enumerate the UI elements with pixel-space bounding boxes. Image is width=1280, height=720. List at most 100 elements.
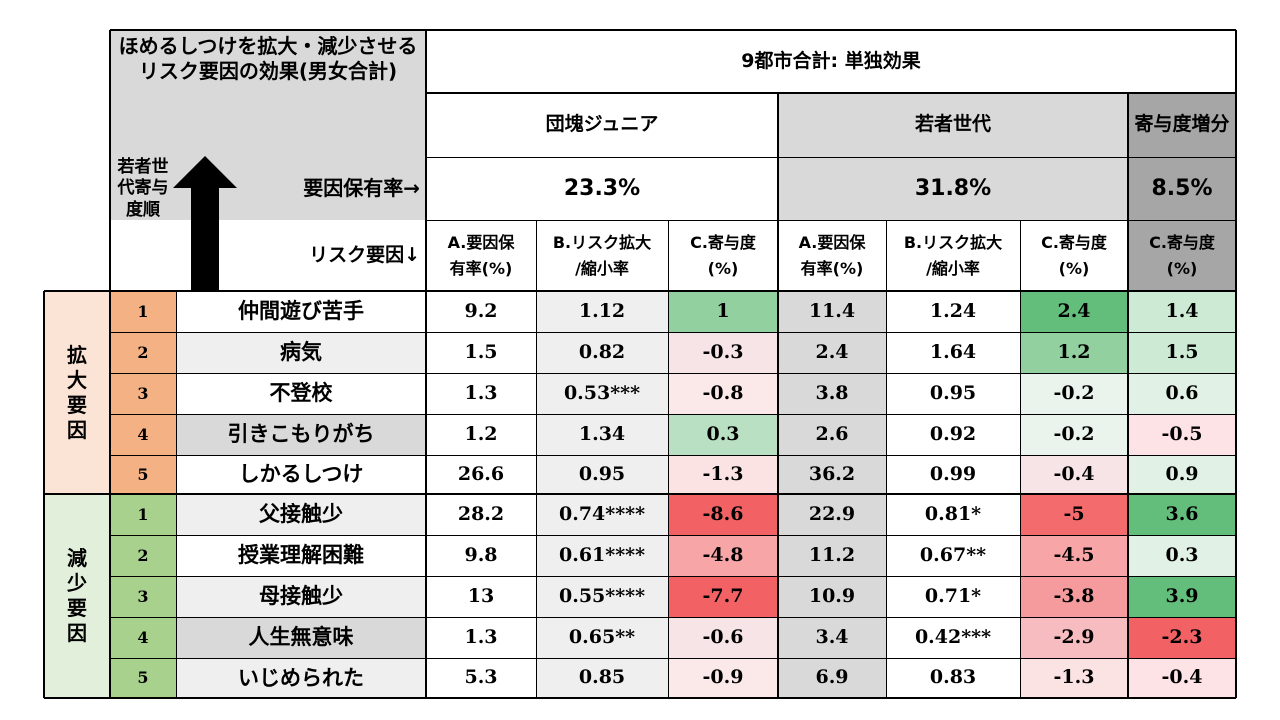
dankai-risk-ratio: 0.65** (536, 617, 668, 658)
grid-line (536, 220, 537, 698)
column-header-line: (%) (1166, 258, 1198, 278)
wakamono-prevalence-value: 6.9 (778, 658, 886, 698)
wakamono-contribution: -0.2 (1020, 373, 1128, 414)
wakamono-prevalence-value: 11.2 (778, 535, 886, 576)
dankai-junior-header: 団塊ジュニア (545, 113, 659, 136)
grid-line (176, 291, 177, 698)
grid-line (886, 220, 887, 698)
column-header-line: 有率(%) (449, 258, 513, 278)
grid-line (110, 576, 1236, 577)
delta-prevalence: 8.5% (1151, 175, 1213, 201)
dankai-contribution: -0.3 (668, 332, 778, 373)
dankai-risk-ratio: 1.12 (536, 291, 668, 332)
up-arrow-icon (173, 156, 237, 291)
dankai-contribution: -4.8 (668, 535, 778, 576)
grid-line (426, 92, 1236, 94)
dankai-prevalence-value: 1.2 (464, 422, 498, 445)
column-header-line: C.寄与度 (1041, 232, 1107, 252)
dankai-prevalence-value: 1.5 (464, 340, 498, 363)
column-header-c: C.寄与度 (%) (1128, 220, 1236, 291)
grid-line (1127, 93, 1129, 698)
dankai-contribution: 0.3 (668, 414, 778, 455)
column-header-line: /縮小率 (575, 258, 629, 278)
column-header-line: /縮小率 (926, 258, 980, 278)
wakamono-prevalence-value: 2.6 (778, 414, 886, 455)
grid-line (44, 493, 1236, 495)
wakamono-risk-ratio: 0.42*** (914, 625, 992, 648)
wakamono-prevalence-value: 11.4 (778, 291, 886, 332)
wakamono-header-bg (778, 93, 1128, 220)
grid-line (426, 220, 1236, 221)
city-total-header: 9都市合計: 単独効果 (741, 49, 921, 72)
dankai-risk-ratio: 0.61**** (536, 535, 668, 576)
delta-header-bg (1128, 93, 1236, 291)
rank-cell: 1 (110, 494, 176, 535)
wakamono-contribution: 2.4 (1020, 291, 1128, 332)
delta-contribution: -0.5 (1128, 414, 1236, 455)
column-header-line: A.要因保 (798, 232, 866, 252)
risk-factor-name: 授業理解困難 (176, 535, 426, 576)
column-header-c: C.寄与度 (%) (1020, 220, 1128, 291)
dankai-contribution: 1 (668, 291, 778, 332)
delta-contribution: -0.4 (1128, 658, 1236, 698)
delta-contribution: 0.6 (1128, 373, 1236, 414)
dankai-contribution: -1.3 (668, 455, 778, 494)
wakamono-prevalence-value: 22.9 (778, 494, 886, 535)
risk-factor-name: 父接触少 (176, 494, 426, 535)
wakamono-contribution: -1.3 (1020, 658, 1128, 698)
dankai-prevalence-value: 9.8 (464, 543, 498, 566)
grid-line (110, 29, 1236, 31)
delta-contribution: 3.6 (1128, 494, 1236, 535)
rank-cell: 4 (110, 414, 176, 455)
wakamono-risk-ratio: 0.83 (929, 666, 977, 689)
rank-cell: 5 (110, 455, 176, 494)
grid-line (668, 220, 669, 698)
dankai-prevalence-value: 9.2 (464, 299, 498, 322)
wakamono-contribution: -0.2 (1020, 414, 1128, 455)
dankai-risk-ratio: 0.85 (536, 658, 668, 698)
risk-factor-name: いじめられた (176, 658, 426, 698)
grid-line (426, 157, 1236, 158)
grid-line (425, 30, 427, 698)
dankai-prevalence-value: 1.3 (464, 381, 498, 404)
wakamono-prevalence-value: 3.8 (778, 373, 886, 414)
wakamono-risk-ratio: 0.81* (924, 502, 982, 525)
column-header-b: B.リスク拡大/縮小率 (536, 220, 668, 291)
wakamono-risk-ratio: 0.67** (919, 543, 987, 566)
rank-cell: 2 (110, 535, 176, 576)
risk-factor-name: 不登校 (176, 373, 426, 414)
dankai-contribution: -8.6 (668, 494, 778, 535)
column-header-a: A.要因保有率(%) (426, 220, 536, 291)
delta-contribution: 1.4 (1128, 291, 1236, 332)
dankai-prevalence: 23.3% (563, 175, 641, 201)
dankai-risk-ratio: 1.34 (536, 414, 668, 455)
dankai-prevalence-value: 28.2 (457, 502, 505, 525)
grid-line (110, 535, 1236, 536)
column-header-line: A.要因保 (447, 232, 515, 252)
risk-factor-label: リスク要因↓ (309, 243, 420, 266)
grid-line (1020, 220, 1021, 698)
delta-contribution: 0.9 (1128, 455, 1236, 494)
wakamono-risk-ratio: 1.64 (929, 340, 977, 363)
expand-factor-section: 拡大要因 (44, 291, 110, 494)
grid-line (43, 291, 45, 698)
delta-contribution: 0.3 (1128, 535, 1236, 576)
dankai-prevalence-value: 1.3 (464, 625, 498, 648)
grid-line (110, 332, 1236, 333)
rank-cell: 5 (110, 658, 176, 698)
column-header-line: B.リスク拡大 (903, 232, 1003, 252)
wakamono-risk-ratio: 0.99 (929, 462, 977, 485)
column-header-line: C.寄与度 (1149, 232, 1215, 252)
title-bg (110, 30, 426, 220)
wakamono-risk-ratio: 0.95 (929, 381, 977, 404)
wakamono-risk-ratio: 0.71* (924, 584, 982, 607)
wakamono-prevalence-value: 3.4 (778, 617, 886, 658)
wakamono-risk-ratio: 1.24 (929, 299, 977, 322)
column-header-b: B.リスク拡大/縮小率 (886, 220, 1020, 291)
risk-factor-name: 人生無意味 (176, 617, 426, 658)
wakamono-contribution: -4.5 (1020, 535, 1128, 576)
wakamono-contribution: -0.4 (1020, 455, 1128, 494)
grid-line (109, 30, 111, 698)
wakamono-risk-ratio: 0.92 (929, 422, 977, 445)
risk-factor-name: 引きこもりがち (176, 414, 426, 455)
